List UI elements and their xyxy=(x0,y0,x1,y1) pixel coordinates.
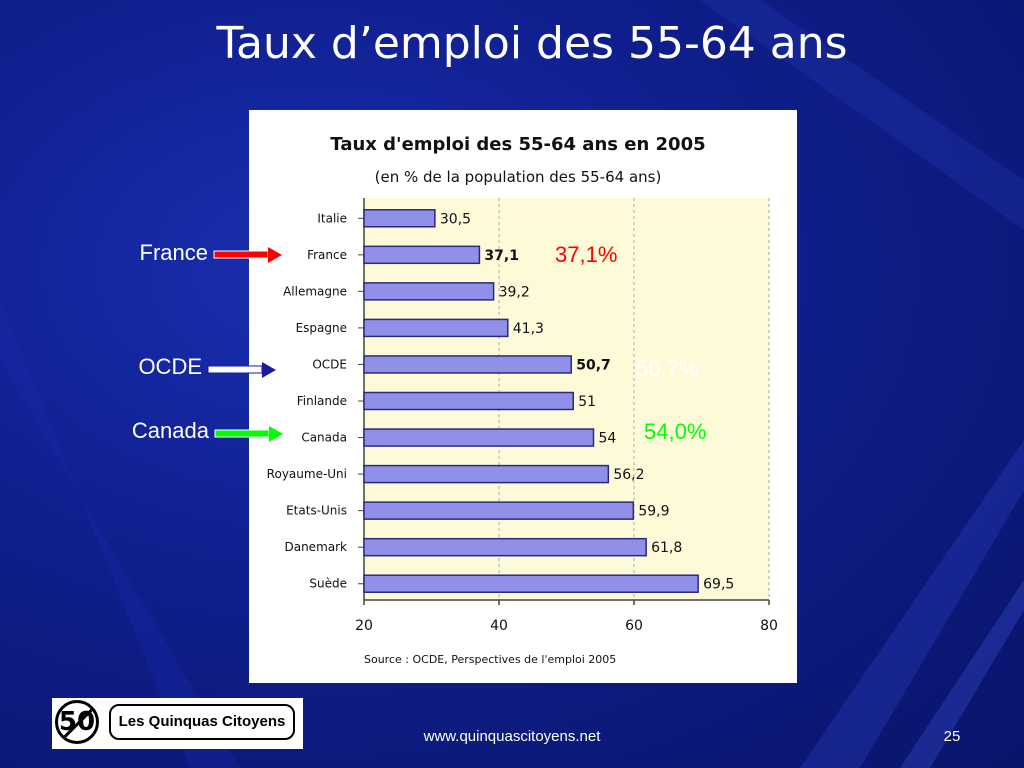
callout-value-france: 37,1% xyxy=(555,242,618,267)
category-label: Canada xyxy=(301,431,347,445)
bar xyxy=(363,464,610,484)
value-label: 54 xyxy=(599,431,617,447)
bar xyxy=(363,537,647,557)
callout-value-canada: 54,0% xyxy=(644,419,707,444)
logo-50-badge: 50 xyxy=(55,700,99,744)
category-label: Italie xyxy=(317,211,347,225)
callout-label-canada: Canada xyxy=(131,418,209,443)
bar xyxy=(363,209,436,228)
chart-source: Source : OCDE, Perspectives de l'emploi … xyxy=(364,653,616,666)
category-label: France xyxy=(307,248,347,262)
employment-rate-chart: Taux d'emploi des 55-64 ans en 2005 (en %… xyxy=(267,134,778,666)
category-label: Etats-Unis xyxy=(286,504,347,518)
category-label: Danemark xyxy=(284,540,347,554)
bar xyxy=(363,245,481,265)
value-label: 61,8 xyxy=(651,540,682,556)
bar xyxy=(363,428,595,447)
bar xyxy=(363,355,572,374)
category-label: Allemagne xyxy=(283,284,347,298)
category-label: OCDE xyxy=(312,357,347,371)
callout-label-ocde: OCDE xyxy=(138,354,202,379)
value-label: 37,1 xyxy=(484,248,519,264)
callout-arrow-icon xyxy=(213,247,282,263)
logo-text: Les Quinquas Citoyens xyxy=(109,704,295,740)
x-tick-label: 60 xyxy=(625,618,643,634)
category-label: Espagne xyxy=(296,321,347,335)
x-tick-label: 20 xyxy=(355,618,373,634)
category-label: Suède xyxy=(309,577,347,591)
category-label: Finlande xyxy=(297,394,347,408)
bar xyxy=(363,282,495,301)
value-label: 51 xyxy=(578,394,596,410)
x-tick-label: 40 xyxy=(490,618,508,634)
callout-arrow-icon xyxy=(214,426,283,442)
chart-panel: Taux d'emploi des 55-64 ans en 2005 (en %… xyxy=(249,110,797,683)
value-label: 50,7 xyxy=(576,357,611,373)
footer-url[interactable]: www.quinquascitoyens.net xyxy=(423,728,601,745)
value-label: 56,2 xyxy=(613,467,644,483)
value-label: 30,5 xyxy=(440,211,471,227)
chart-title: Taux d'emploi des 55-64 ans en 2005 xyxy=(330,134,705,155)
logo: 50 Les Quinquas Citoyens xyxy=(52,698,303,749)
value-label: 39,2 xyxy=(499,284,530,300)
value-label: 41,3 xyxy=(513,321,544,337)
category-label: Royaume-Uni xyxy=(267,467,347,481)
callout-value-ocde: 50,7% xyxy=(636,356,699,381)
callout-label-france: France xyxy=(139,240,208,265)
bar xyxy=(363,391,574,411)
value-label: 59,9 xyxy=(638,504,669,520)
page-number: 25 xyxy=(943,728,961,745)
chart-subtitle: (en % de la population des 55-64 ans) xyxy=(375,168,662,186)
bar xyxy=(363,574,699,593)
slide-title: Taux d’emploi des 55-64 ans xyxy=(216,18,848,69)
bar xyxy=(363,501,635,520)
callout-arrow-icon xyxy=(207,362,276,378)
x-tick-label: 80 xyxy=(760,618,778,634)
bar xyxy=(363,318,509,338)
value-label: 69,5 xyxy=(703,577,734,593)
